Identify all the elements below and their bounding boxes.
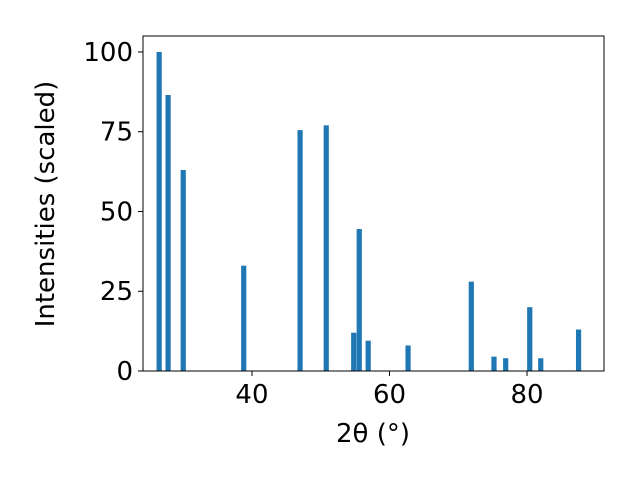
x-tick-label: 40 (235, 380, 268, 410)
bar (297, 130, 303, 371)
y-tick-label: 100 (83, 38, 133, 68)
plot-frame (142, 35, 605, 372)
y-tick-label: 75 (100, 118, 133, 148)
bar (538, 358, 544, 371)
bar (241, 265, 247, 371)
bar (180, 170, 186, 371)
y-axis-label: Intensities (scaled) (31, 81, 61, 328)
bar (156, 51, 162, 371)
x-tick-label: 60 (373, 380, 406, 410)
bar (165, 95, 171, 372)
bar (575, 329, 582, 371)
bar (491, 356, 497, 371)
y-tick-label: 0 (116, 357, 133, 387)
y-tick-label: 50 (100, 197, 133, 227)
bar (527, 307, 533, 371)
bar (323, 125, 329, 371)
x-tick-label: 80 (510, 380, 543, 410)
bar (503, 358, 509, 371)
x-axis-label: 2θ (°) (336, 419, 410, 449)
y-tick-label: 25 (100, 277, 133, 307)
bar (365, 340, 371, 371)
bar (356, 229, 362, 371)
bar (405, 345, 411, 371)
bar (351, 332, 357, 371)
bar (468, 281, 474, 371)
